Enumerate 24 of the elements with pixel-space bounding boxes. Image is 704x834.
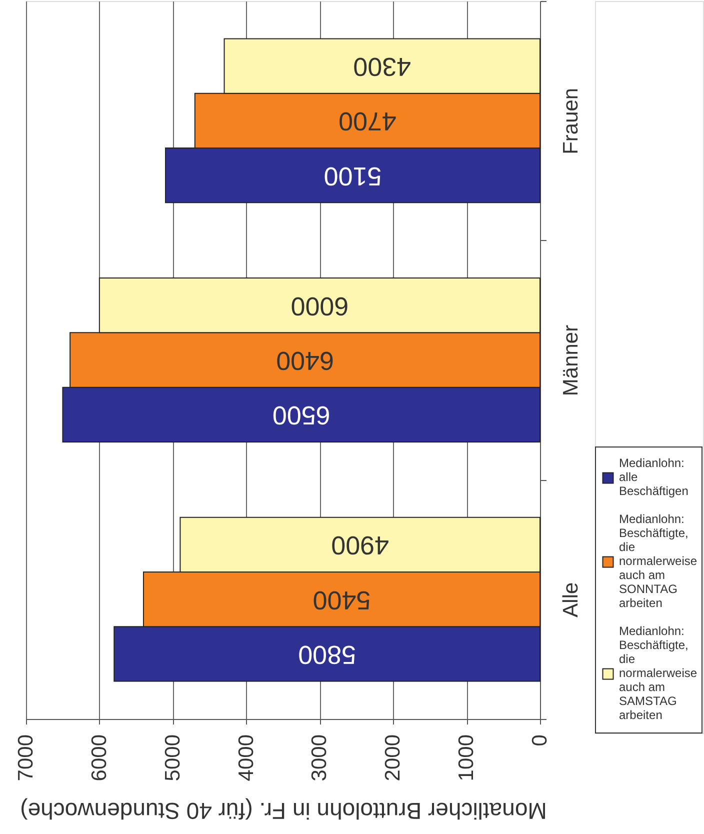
data-label: 6000 — [290, 291, 349, 322]
legend-label: Medianlohn: Beschäftigte, die normalerweise auch am SONNTAG arbeiten — [619, 512, 698, 610]
x-axis-title: Monatlicher Bruttolohn in Fr. (für 40 Stundenwoche) — [20, 798, 547, 824]
legend-label: Medianlohn: alle Beschäftigen — [619, 456, 688, 498]
y-tick-label: Alle — [560, 582, 582, 618]
data-label: 6500 — [272, 400, 330, 431]
x-tick-label: 2000 — [382, 734, 405, 782]
data-label: 4700 — [338, 106, 396, 137]
x-tick-label: 0 — [528, 734, 552, 746]
y-tick-label: Männer — [560, 324, 582, 396]
data-label: 5100 — [324, 161, 382, 192]
x-tick-label: 4000 — [234, 734, 258, 782]
x-tick-label: 6000 — [88, 734, 111, 782]
x-tick-label: 5000 — [161, 734, 184, 782]
data-label: 4900 — [331, 530, 390, 561]
legend-label: Medianlohn: Beschäftigte, die normalerweise auch am SAMSTAG arbeiten — [619, 624, 698, 722]
data-label: 5400 — [312, 585, 371, 616]
y-tick-label: Frauen — [560, 88, 582, 154]
x-tick-label: 1000 — [455, 734, 478, 782]
data-label: 6400 — [276, 346, 334, 376]
data-label: 4300 — [353, 52, 412, 82]
data-label: 5800 — [298, 640, 356, 670]
x-tick-label: 3000 — [308, 734, 332, 782]
x-tick-label: 7000 — [14, 734, 38, 782]
